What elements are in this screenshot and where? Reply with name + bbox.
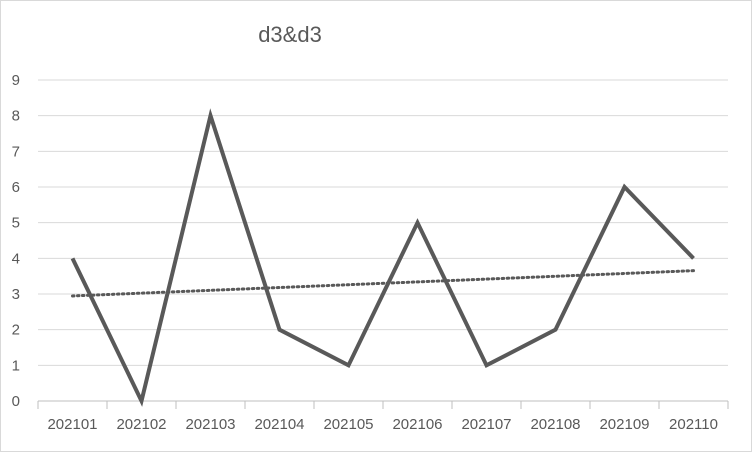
x-tick-label: 202110	[669, 416, 718, 433]
series-layer	[70, 108, 695, 407]
x-tick-label: 202106	[392, 416, 442, 433]
grid-lines	[38, 79, 728, 366]
x-tick-label: 202102	[116, 416, 166, 433]
y-tick-labels: 0 1 2 3 4 5 6 7 8 9	[12, 72, 20, 410]
y-tick-label: 0	[12, 393, 20, 410]
trendline-layer	[71, 269, 695, 298]
y-tick-label: 5	[12, 215, 20, 232]
axes	[37, 400, 729, 409]
x-tick-label: 202109	[599, 416, 649, 433]
trendline	[71, 269, 695, 298]
y-tick-label: 9	[12, 72, 20, 89]
chart-title: d3&d3	[258, 22, 322, 47]
series-line	[70, 108, 695, 407]
y-tick-label: 6	[12, 179, 20, 196]
y-tick-label: 3	[12, 286, 20, 303]
y-tick-label: 8	[12, 108, 20, 125]
x-tick-label: 202101	[47, 416, 97, 433]
y-tick-label: 7	[12, 143, 20, 160]
x-tick-label: 202103	[185, 416, 235, 433]
x-tick-label: 202107	[461, 416, 511, 433]
x-tick-label: 202108	[530, 416, 580, 433]
x-tick-label: 202104	[254, 416, 304, 433]
y-tick-label: 4	[12, 250, 20, 267]
x-tick-label: 202105	[323, 416, 373, 433]
y-tick-label: 2	[12, 322, 20, 339]
y-tick-label: 1	[12, 357, 20, 374]
x-tick-labels: 202101 202102 202103 202104 202105 202106 2021…	[47, 416, 718, 433]
